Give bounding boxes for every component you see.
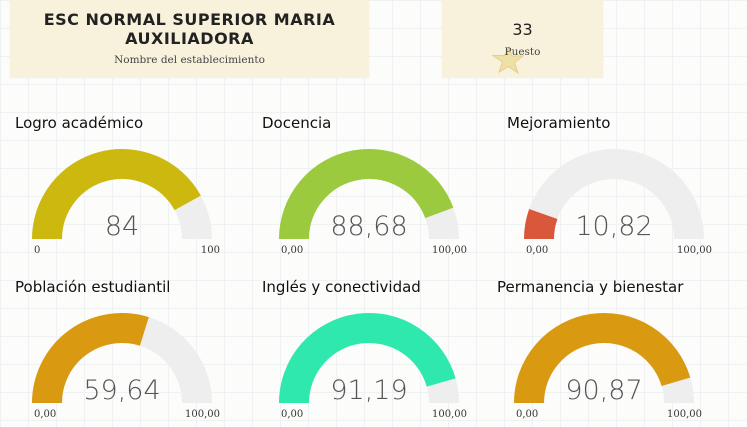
rank-value: 33 bbox=[512, 20, 533, 39]
gauge-min-label: 0,00 bbox=[281, 245, 303, 256]
gauge-max-label: 100,00 bbox=[185, 409, 220, 420]
gauge-fill bbox=[524, 208, 558, 240]
gauge-max-label: 100,00 bbox=[667, 409, 702, 420]
gauge-1: Docencia 88,68 0,00 100,00 bbox=[262, 114, 492, 259]
gauge-fill bbox=[32, 149, 201, 240]
rank-caption: Puesto bbox=[504, 46, 541, 58]
gauge-4: Inglés y conectividad 91,19 0,00 100,00 bbox=[262, 278, 492, 423]
school-name-card: ESC NORMAL SUPERIOR MARIA AUXILIADORA No… bbox=[10, 0, 369, 78]
gauge-dial: 91,19 0,00 100,00 bbox=[279, 313, 467, 420]
gauge-dial: 84 0 100 bbox=[32, 149, 220, 256]
school-name: ESC NORMAL SUPERIOR MARIA AUXILIADORA bbox=[43, 10, 336, 48]
gauge-dial: 90,87 0,00 100,00 bbox=[514, 313, 702, 420]
gauge-max-label: 100,00 bbox=[432, 409, 467, 420]
gauge-value: 84 bbox=[105, 211, 139, 242]
gauge-2: Mejoramiento 10,82 0,00 100,00 bbox=[507, 114, 737, 259]
gauge-value: 88,68 bbox=[330, 211, 407, 242]
rank-card: 33 Puesto bbox=[442, 0, 603, 78]
gauge-dial: 88,68 0,00 100,00 bbox=[279, 149, 467, 256]
gauge-min-label: 0,00 bbox=[34, 409, 56, 420]
gauge-title: Mejoramiento bbox=[507, 114, 611, 132]
gauge-value: 91,19 bbox=[330, 375, 407, 406]
gauge-max-label: 100 bbox=[201, 245, 220, 256]
gauge-fill bbox=[279, 313, 456, 404]
gauge-track bbox=[524, 149, 704, 240]
gauge-min-label: 0 bbox=[34, 245, 40, 256]
gauge-dial: 10,82 0,00 100,00 bbox=[524, 149, 712, 256]
gauge-value: 90,87 bbox=[565, 375, 642, 406]
gauge-5: Permanencia y bienestar 90,87 0,00 100,00 bbox=[497, 278, 727, 423]
gauge-dial: 59,64 0,00 100,00 bbox=[32, 313, 220, 420]
gauge-min-label: 0,00 bbox=[281, 409, 303, 420]
gauge-fill bbox=[514, 313, 691, 404]
gauge-max-label: 100,00 bbox=[432, 245, 467, 256]
gauge-max-label: 100,00 bbox=[677, 245, 712, 256]
gauge-title: Permanencia y bienestar bbox=[497, 278, 684, 296]
gauge-min-label: 0,00 bbox=[516, 409, 538, 420]
gauge-value: 10,82 bbox=[575, 211, 652, 242]
gauge-title: Logro académico bbox=[15, 114, 144, 132]
gauge-3: Población estudiantil 59,64 0,00 100,00 bbox=[15, 278, 245, 423]
gauge-0: Logro académico 84 0 100 bbox=[15, 114, 245, 259]
school-name-caption: Nombre del establecimiento bbox=[114, 54, 265, 66]
gauge-fill bbox=[279, 149, 454, 240]
gauge-title: Inglés y conectividad bbox=[262, 278, 421, 296]
gauge-value: 59,64 bbox=[83, 375, 160, 406]
gauge-fill bbox=[32, 313, 149, 404]
gauge-min-label: 0,00 bbox=[526, 245, 548, 256]
gauge-title: Docencia bbox=[262, 114, 332, 132]
gauge-title: Población estudiantil bbox=[15, 278, 171, 296]
star-icon bbox=[491, 45, 525, 75]
